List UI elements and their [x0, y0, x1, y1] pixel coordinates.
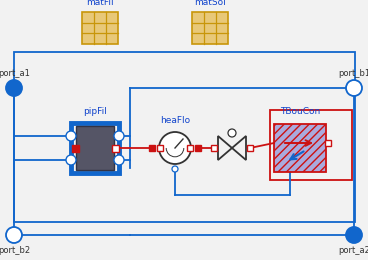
Circle shape [6, 80, 22, 96]
Bar [76, 126, 114, 170]
Bar [192, 12, 228, 44]
Circle shape [228, 129, 236, 137]
Circle shape [6, 227, 22, 243]
Bar [247, 145, 253, 151]
Bar [82, 12, 118, 44]
Bar [157, 145, 163, 151]
Text: port_b2: port_b2 [0, 246, 30, 255]
Bar [274, 124, 326, 172]
Text: matFil: matFil [86, 0, 114, 7]
Circle shape [66, 131, 76, 141]
Bar [195, 145, 201, 151]
Bar [112, 145, 118, 152]
Bar [211, 145, 217, 151]
Text: TBouCon: TBouCon [280, 107, 320, 116]
Bar [14, 52, 355, 222]
Text: matSoi: matSoi [194, 0, 226, 7]
Text: heaFlo: heaFlo [160, 116, 190, 125]
Circle shape [114, 155, 124, 165]
Bar [149, 145, 155, 151]
Text: port_a1: port_a1 [0, 69, 30, 78]
Circle shape [172, 166, 178, 172]
Bar [270, 110, 352, 180]
Bar [325, 140, 331, 146]
Circle shape [114, 131, 124, 141]
Bar [71, 123, 119, 173]
Circle shape [66, 155, 76, 165]
Bar [71, 145, 78, 152]
Circle shape [346, 227, 362, 243]
Text: port_b1: port_b1 [338, 69, 368, 78]
Circle shape [346, 80, 362, 96]
Text: port_a2: port_a2 [338, 246, 368, 255]
Circle shape [159, 132, 191, 164]
Bar [187, 145, 193, 151]
Text: pipFil: pipFil [83, 107, 107, 116]
